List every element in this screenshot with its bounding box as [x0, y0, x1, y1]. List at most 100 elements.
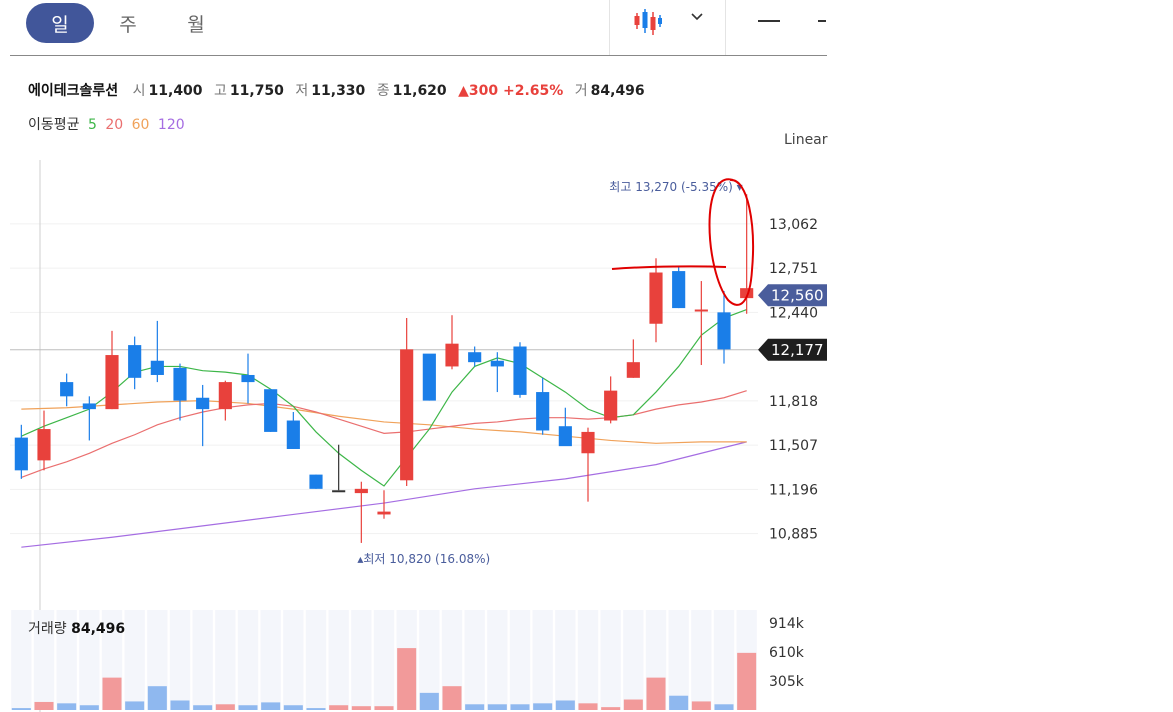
- volume-bar: [102, 677, 122, 710]
- volume-bg-column: [124, 610, 145, 710]
- min-price-marker: ▴최저 10,820 (16.08%): [357, 552, 490, 566]
- volume-bar: [510, 704, 530, 710]
- volume-bar: [215, 704, 235, 710]
- candle-body: [536, 392, 550, 431]
- y-tick-label: 11,818: [769, 394, 818, 410]
- candle-body: [490, 360, 504, 367]
- candle-body: [60, 382, 74, 397]
- volume-bg-column: [56, 610, 77, 710]
- tab-daily[interactable]: 일: [26, 3, 94, 43]
- volume-bar: [465, 704, 485, 710]
- minimize-icon[interactable]: [758, 20, 780, 22]
- volume-bg-column: [600, 610, 621, 710]
- volume-bar: [397, 648, 417, 710]
- volume-bg-column: [260, 610, 281, 710]
- period-tabs: 일 주 월: [26, 3, 230, 43]
- current-price-tag: 12,560: [771, 286, 824, 304]
- open-value: 11,400: [148, 83, 203, 99]
- volume-bg-column: [351, 610, 372, 710]
- volume-panel-title: 거래량 84,496: [28, 618, 125, 638]
- scale-type-toggle[interactable]: Linear: [784, 132, 828, 148]
- volume-bar: [306, 708, 326, 710]
- volume-bar: [419, 692, 439, 710]
- volume-bg-column: [668, 610, 689, 710]
- high-value: 11,750: [229, 83, 284, 99]
- volume-bar: [329, 705, 349, 710]
- candle-body: [649, 272, 663, 324]
- volume-bar: [374, 706, 394, 710]
- close-value: 11,620: [392, 83, 447, 99]
- ma60-line: [21, 399, 747, 444]
- volume-bar: [646, 677, 666, 710]
- window-control-icon[interactable]: [818, 20, 826, 22]
- y-tick-label: 12,751: [769, 261, 818, 277]
- candle-body: [241, 374, 255, 383]
- volume-bar: [193, 705, 213, 710]
- candle-body: [558, 426, 572, 447]
- candle-body: [309, 474, 323, 489]
- volume-bar: [34, 701, 54, 710]
- volume-bg-column: [169, 610, 191, 710]
- volume-bg-column: [509, 610, 531, 710]
- volume-label: 거: [574, 83, 588, 99]
- volume-bar: [623, 699, 643, 710]
- candle-body: [422, 353, 436, 401]
- volume-bg-column: [555, 610, 576, 710]
- tab-monthly[interactable]: 월: [187, 13, 205, 36]
- candle-body: [332, 490, 346, 493]
- volume-bar: [669, 695, 689, 710]
- y-tick-label: 10,885: [769, 527, 818, 543]
- volume-tick-label: 305k: [769, 674, 805, 690]
- candle-body: [672, 271, 686, 309]
- volume-bar: [170, 700, 190, 710]
- tab-weekly[interactable]: 주: [119, 13, 137, 36]
- candle-body: [354, 488, 368, 494]
- y-tick-label: 13,062: [769, 217, 818, 233]
- volume-bg-column: [79, 610, 100, 710]
- volume-bar: [351, 706, 371, 710]
- ma20-legend: 20: [105, 117, 124, 133]
- volume-bar: [578, 703, 598, 710]
- candle-body: [581, 431, 595, 454]
- volume-value: 84,496: [590, 83, 645, 99]
- candle-body: [264, 389, 278, 432]
- chevron-down-icon[interactable]: [690, 10, 704, 24]
- candle-body: [740, 288, 754, 299]
- candle-body: [445, 343, 459, 367]
- candlestick-icon[interactable]: [633, 7, 663, 37]
- volume-panel-value: 84,496: [71, 621, 126, 637]
- toolbar-separator: [725, 0, 726, 55]
- volume-bar: [147, 686, 167, 710]
- change-value: ▲300 +2.65%: [458, 83, 564, 99]
- volume-bar: [442, 686, 462, 710]
- ma-label: 이동평균: [28, 117, 80, 133]
- y-tick-label: 12,440: [769, 305, 818, 321]
- volume-bg-column: [147, 610, 168, 710]
- volume-bar: [125, 701, 145, 710]
- header-divider: [10, 55, 827, 56]
- candle-body: [196, 397, 210, 410]
- candle-body: [150, 360, 164, 375]
- y-tick-label: 11,507: [769, 438, 818, 454]
- moving-average-legend[interactable]: 이동평균 5 20 60 120: [28, 114, 189, 134]
- volume-bg-column: [11, 610, 32, 710]
- low-label: 저: [295, 83, 309, 99]
- volume-bar: [487, 704, 507, 710]
- volume-bar: [261, 702, 281, 710]
- low-value: 11,330: [311, 83, 366, 99]
- max-price-marker: 최고 13,270 (-5.35%) ▾: [609, 180, 742, 194]
- volume-tick-label: 914k: [769, 616, 805, 632]
- stock-name: 에이테크솔루션: [28, 83, 119, 99]
- volume-bg-column: [464, 610, 485, 710]
- volume-bar: [238, 705, 258, 710]
- candle-body: [286, 420, 300, 449]
- candle-body: [694, 309, 708, 312]
- candle-body: [173, 367, 187, 401]
- volume-panel-label: 거래량: [28, 621, 67, 637]
- crosshair-price-tag-bg: [758, 338, 827, 361]
- crosshair-price-tag: 12,177: [771, 341, 824, 359]
- candle-body: [604, 390, 618, 421]
- volume-bg-column: [691, 610, 712, 710]
- volume-bg-column: [215, 610, 236, 710]
